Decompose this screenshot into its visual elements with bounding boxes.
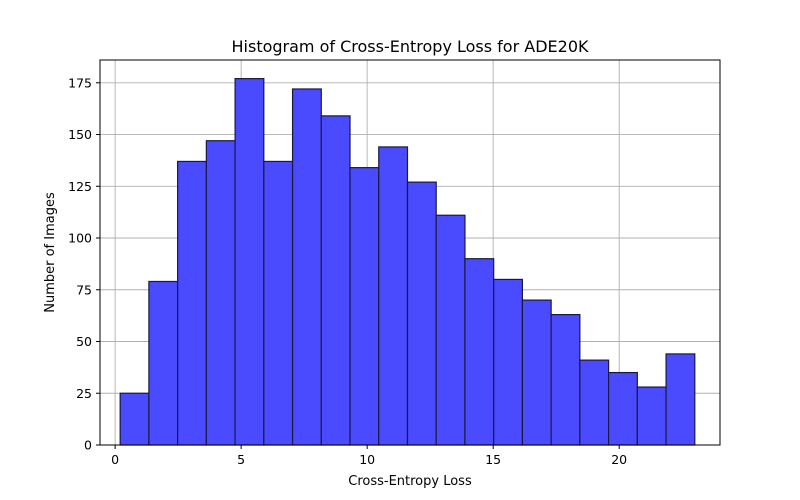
histogram-bar (579, 359, 610, 446)
histogram-bar (636, 386, 667, 446)
x-tick-label: 5 (237, 452, 245, 467)
x-axis-ticks: 0 5 10 15 20 (111, 445, 627, 467)
histogram-bar (234, 78, 265, 446)
histogram-bar (119, 392, 150, 446)
x-tick-label: 0 (111, 452, 119, 467)
histogram-bar (205, 140, 236, 446)
y-tick-label: 150 (68, 127, 92, 142)
y-tick-label: 100 (68, 231, 92, 246)
y-axis-label: Number of Images (43, 192, 58, 313)
histogram-bar (406, 181, 437, 446)
y-tick-label: 175 (68, 75, 92, 90)
histogram-bar (349, 167, 380, 446)
x-tick-label: 20 (611, 452, 627, 467)
y-axis-ticks: 0 25 50 75 100 125 150 175 (68, 75, 100, 453)
x-tick-label: 15 (485, 452, 501, 467)
y-tick-label: 0 (84, 438, 92, 453)
y-tick-label: 25 (76, 386, 92, 401)
histogram-bar (464, 258, 495, 446)
histogram-bar (378, 146, 409, 446)
chart-title: Histogram of Cross-Entropy Loss for ADE2… (232, 37, 589, 56)
histogram-bar (665, 353, 696, 446)
histogram-bar (148, 280, 179, 446)
plot-frame (99, 59, 721, 446)
histogram-bar (435, 214, 466, 446)
x-axis-label: Cross-Entropy Loss (348, 474, 472, 489)
y-tick-label: 75 (76, 282, 92, 297)
histogram-bar (177, 160, 207, 446)
histogram-bar (550, 313, 581, 446)
histogram-bar (320, 115, 351, 446)
histogram-bar (291, 88, 322, 446)
histogram-bar (263, 160, 294, 446)
y-tick-label: 50 (76, 334, 92, 349)
histogram-bar (608, 371, 638, 446)
histogram-bar (493, 278, 524, 446)
x-tick-label: 10 (359, 452, 375, 467)
histogram-bar (521, 299, 552, 446)
y-tick-label: 125 (68, 179, 92, 194)
histogram-bars (119, 78, 696, 446)
